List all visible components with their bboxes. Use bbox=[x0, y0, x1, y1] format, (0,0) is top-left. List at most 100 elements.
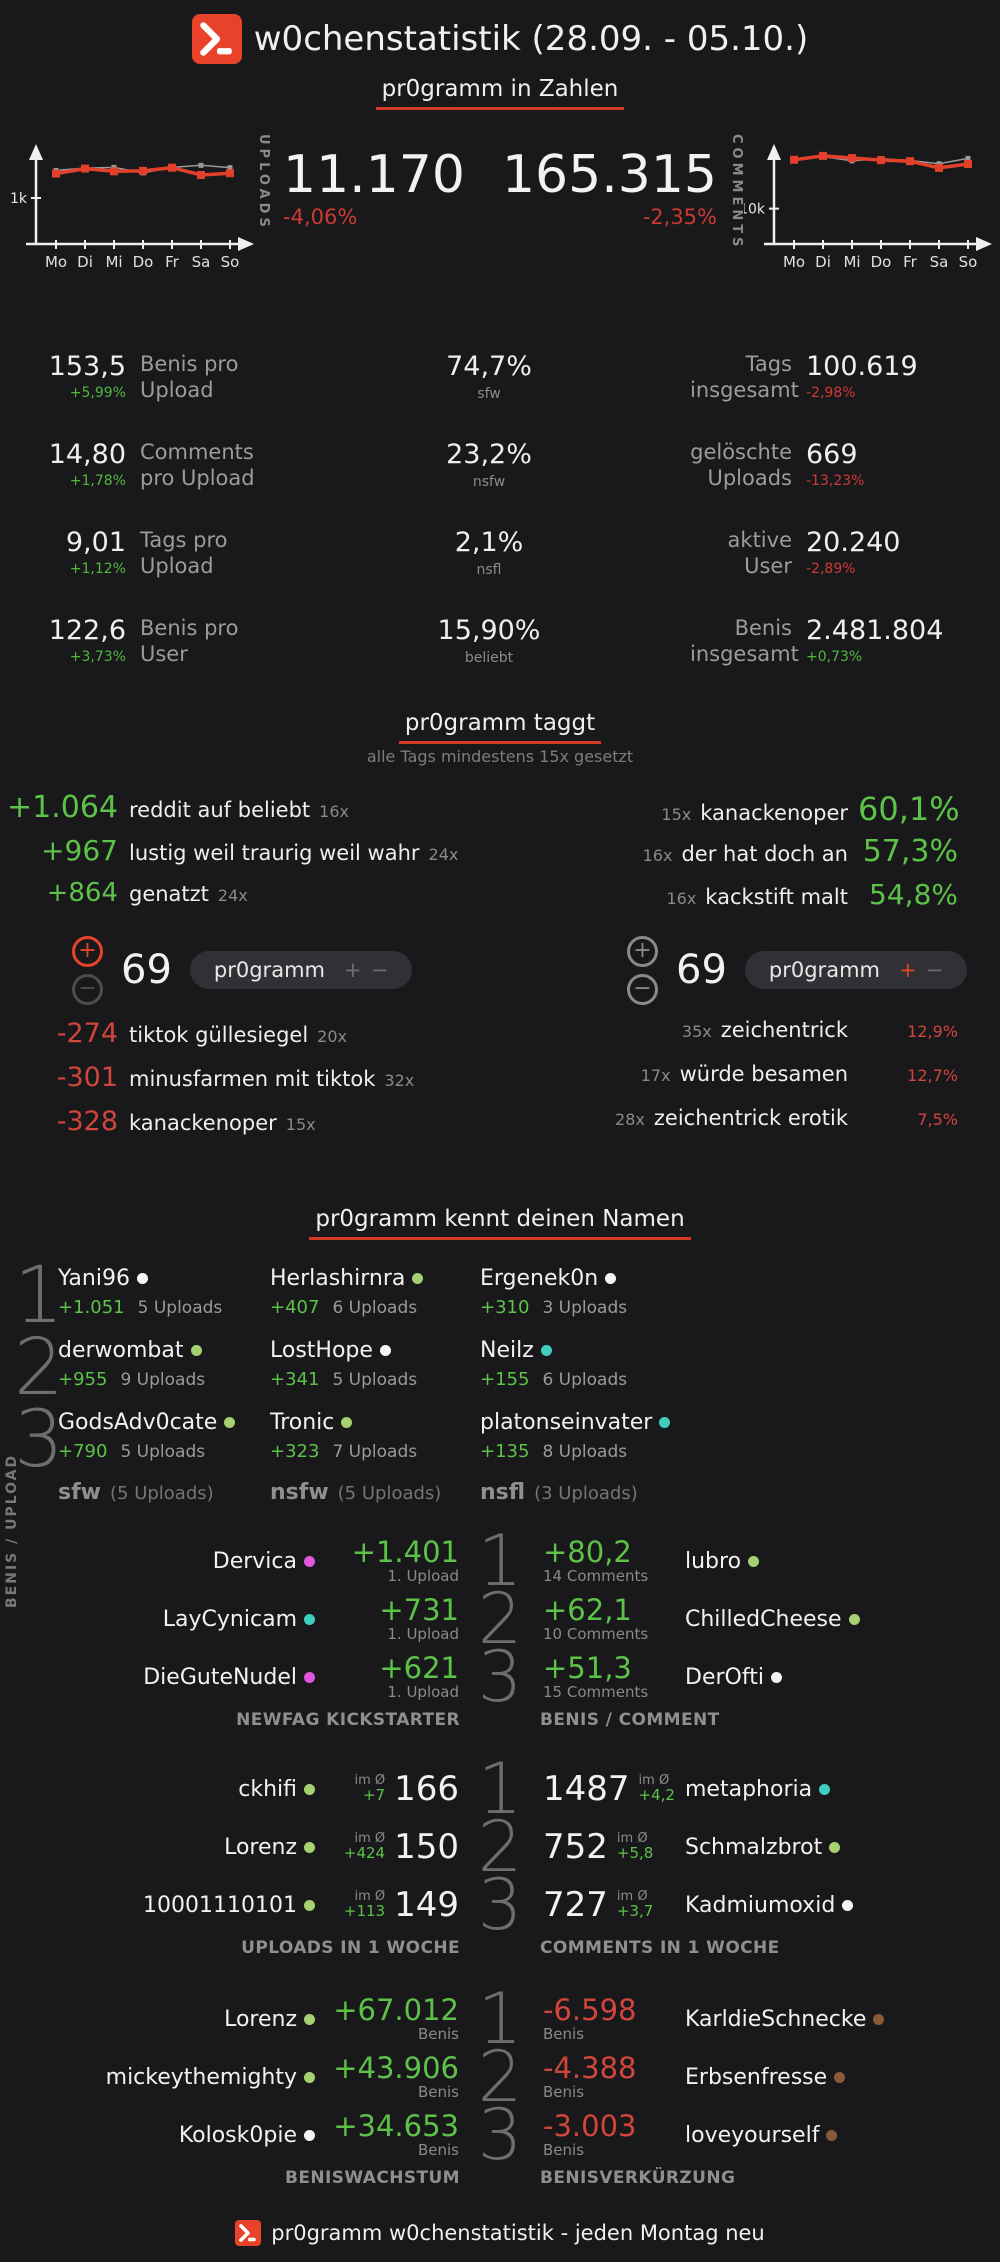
pill-minus-icon[interactable]: − bbox=[925, 958, 944, 982]
user-cell: Yani96 +1.051 5 Uploads bbox=[58, 1262, 270, 1334]
stat-value: 100.619 bbox=[806, 351, 918, 382]
tag-benis-gain: +864 bbox=[46, 878, 118, 908]
username[interactable]: platonseinvater bbox=[480, 1410, 653, 1435]
username[interactable]: Lorenz bbox=[224, 2006, 297, 2032]
user-badge-dot bbox=[379, 1345, 391, 1356]
stat-benis-insgesamt: Benis insgesamt 2.481.804 +0,73% bbox=[614, 606, 966, 694]
user-badge-dot bbox=[540, 1345, 552, 1356]
tag-name[interactable]: reddit auf beliebt bbox=[129, 798, 311, 822]
tag-name[interactable]: tiktok güllesiegel bbox=[129, 1023, 309, 1047]
rank-number: 1 bbox=[477, 1520, 523, 1602]
user-cell: GodsAdv0cate +790 5 Uploads bbox=[58, 1406, 270, 1478]
username[interactable]: derwombat bbox=[58, 1338, 184, 1363]
tag-name[interactable]: kanackenoper bbox=[700, 801, 848, 825]
tag-name[interactable]: lustig weil traurig weil wahr bbox=[129, 841, 420, 865]
username[interactable]: ckhifi bbox=[238, 1776, 297, 1802]
username[interactable]: LayCynicam bbox=[162, 1606, 297, 1632]
benis-gain: +731 bbox=[379, 1592, 459, 1627]
comment-count: 1487 bbox=[543, 1769, 630, 1809]
username[interactable]: DieGuteNudel bbox=[143, 1664, 297, 1690]
value-sublabel: 10 Comments bbox=[543, 1625, 649, 1644]
benis-gain: +1.051 bbox=[58, 1297, 125, 1318]
tag-pill[interactable]: pr0gramm + − bbox=[189, 951, 413, 989]
vote-minus-button[interactable]: − bbox=[72, 973, 103, 1005]
ranking-title: NEWFAG KICKSTARTER bbox=[236, 1710, 460, 1730]
avg-value: +424 bbox=[343, 1843, 386, 1862]
tag-name[interactable]: minusfarmen mit tiktok bbox=[129, 1067, 376, 1091]
user-cell: Neilz +155 6 Uploads bbox=[480, 1334, 730, 1406]
svg-text:Di: Di bbox=[77, 253, 93, 271]
username[interactable]: Dervica bbox=[212, 1548, 297, 1574]
vote-minus-button[interactable]: − bbox=[627, 973, 658, 1005]
value-sublabel: Benis bbox=[543, 2025, 585, 2044]
comments-change: -2,35% bbox=[642, 204, 717, 229]
tag-name[interactable]: zeichentrick erotik bbox=[653, 1106, 848, 1130]
username[interactable]: ChilledCheese bbox=[685, 1606, 842, 1632]
user-cell: Herlashirnra +407 6 Uploads bbox=[270, 1262, 480, 1334]
benis-per-comment: +80,2 bbox=[543, 1534, 632, 1569]
username[interactable]: Kadmiumoxid bbox=[685, 1892, 836, 1918]
pill-minus-icon[interactable]: − bbox=[370, 958, 389, 982]
vote-score: 69 bbox=[676, 947, 727, 993]
avg-label: im Ø bbox=[354, 1831, 386, 1847]
pill-plus-icon[interactable]: + bbox=[898, 958, 917, 982]
svg-text:So: So bbox=[959, 253, 978, 271]
upload-count: 5 Uploads bbox=[120, 1442, 206, 1462]
username[interactable]: mickeythemighty bbox=[105, 2064, 297, 2090]
vote-plus-button[interactable]: + bbox=[627, 935, 658, 967]
tag-count: 15x bbox=[661, 805, 692, 824]
comments-total-block: 165.315 -2,35% bbox=[502, 148, 717, 229]
tag-name[interactable]: zeichentrick bbox=[720, 1018, 848, 1042]
avg-value: +113 bbox=[343, 1901, 386, 1920]
tag-name[interactable]: genatzt bbox=[129, 882, 209, 906]
username[interactable]: Tronic bbox=[270, 1410, 335, 1435]
taggt-right-column: 15x kanackenoper 60,1% 16x der hat doch … bbox=[500, 790, 1000, 1150]
tag-pill[interactable]: pr0gramm + − bbox=[744, 951, 968, 989]
tag-benis-loss: -274 bbox=[56, 1018, 118, 1049]
username[interactable]: Erbsenfresse bbox=[685, 2064, 828, 2090]
username[interactable]: Neilz bbox=[480, 1338, 534, 1363]
username[interactable]: metaphoria bbox=[685, 1776, 813, 1802]
username[interactable]: Lorenz bbox=[224, 1834, 297, 1860]
tag-count: 20x bbox=[317, 1027, 347, 1046]
username[interactable]: Kolosk0pie bbox=[178, 2122, 297, 2148]
vote-plus-button[interactable]: + bbox=[72, 935, 103, 967]
benis-gain: +790 bbox=[58, 1441, 108, 1462]
username[interactable]: Ergenek0n bbox=[480, 1266, 599, 1291]
section-title-namen-text: pr0gramm kennt deinen Namen bbox=[309, 1206, 691, 1240]
tag-count: 16x bbox=[319, 802, 349, 821]
user-cell: derwombat +955 9 Uploads bbox=[58, 1334, 270, 1406]
tag-count: 17x bbox=[640, 1066, 671, 1085]
tag-row: +967 lustig weil traurig weil wahr 24x bbox=[0, 834, 500, 878]
username[interactable]: 10001110101 bbox=[143, 1892, 297, 1918]
tag-name[interactable]: kanackenoper bbox=[129, 1111, 277, 1135]
stat-value: 74,7% bbox=[446, 351, 532, 382]
username[interactable]: LostHope bbox=[270, 1338, 373, 1363]
username[interactable]: loveyourself bbox=[685, 2122, 820, 2148]
section-namen: pr0gramm kennt deinen Namen BENIS / UPLO… bbox=[0, 1206, 1000, 1608]
tag-pill-label: pr0gramm bbox=[213, 958, 325, 982]
category-label: sfw bbox=[58, 1480, 101, 1505]
duel-row: Kolosk0pie +34.653 Benis 3 -3.003 Benis lo… bbox=[0, 2100, 1000, 2170]
stat-label: Tags pro Upload bbox=[140, 528, 228, 578]
tag-count: 28x bbox=[615, 1110, 645, 1129]
username[interactable]: GodsAdv0cate bbox=[58, 1410, 218, 1435]
username[interactable]: DerOfti bbox=[685, 1664, 764, 1690]
tag-benis-loss: -328 bbox=[56, 1106, 118, 1137]
stat-label: Tags insgesamt bbox=[690, 352, 799, 402]
username[interactable]: KarldieSchnecke bbox=[685, 2006, 867, 2032]
username[interactable]: lubro bbox=[685, 1548, 742, 1574]
tag-name[interactable]: würde besamen bbox=[679, 1062, 848, 1086]
username[interactable]: Herlashirnra bbox=[270, 1266, 406, 1291]
tag-name[interactable]: kackstift malt bbox=[705, 885, 848, 909]
tag-name[interactable]: der hat doch an bbox=[681, 842, 848, 866]
section-taggt: pr0gramm taggt alle Tags mindestens 15x … bbox=[0, 710, 1000, 1150]
stat-change: +5,99% bbox=[69, 384, 126, 401]
pill-plus-icon[interactable]: + bbox=[343, 958, 362, 982]
username[interactable]: Yani96 bbox=[58, 1266, 130, 1291]
user-badge-dot bbox=[304, 2071, 315, 2083]
benis-gain: +955 bbox=[58, 1369, 108, 1390]
benis-per-comment: +51,3 bbox=[543, 1650, 632, 1685]
stat-label: nsfw bbox=[472, 473, 506, 490]
username[interactable]: Schmalzbrot bbox=[685, 1834, 823, 1860]
